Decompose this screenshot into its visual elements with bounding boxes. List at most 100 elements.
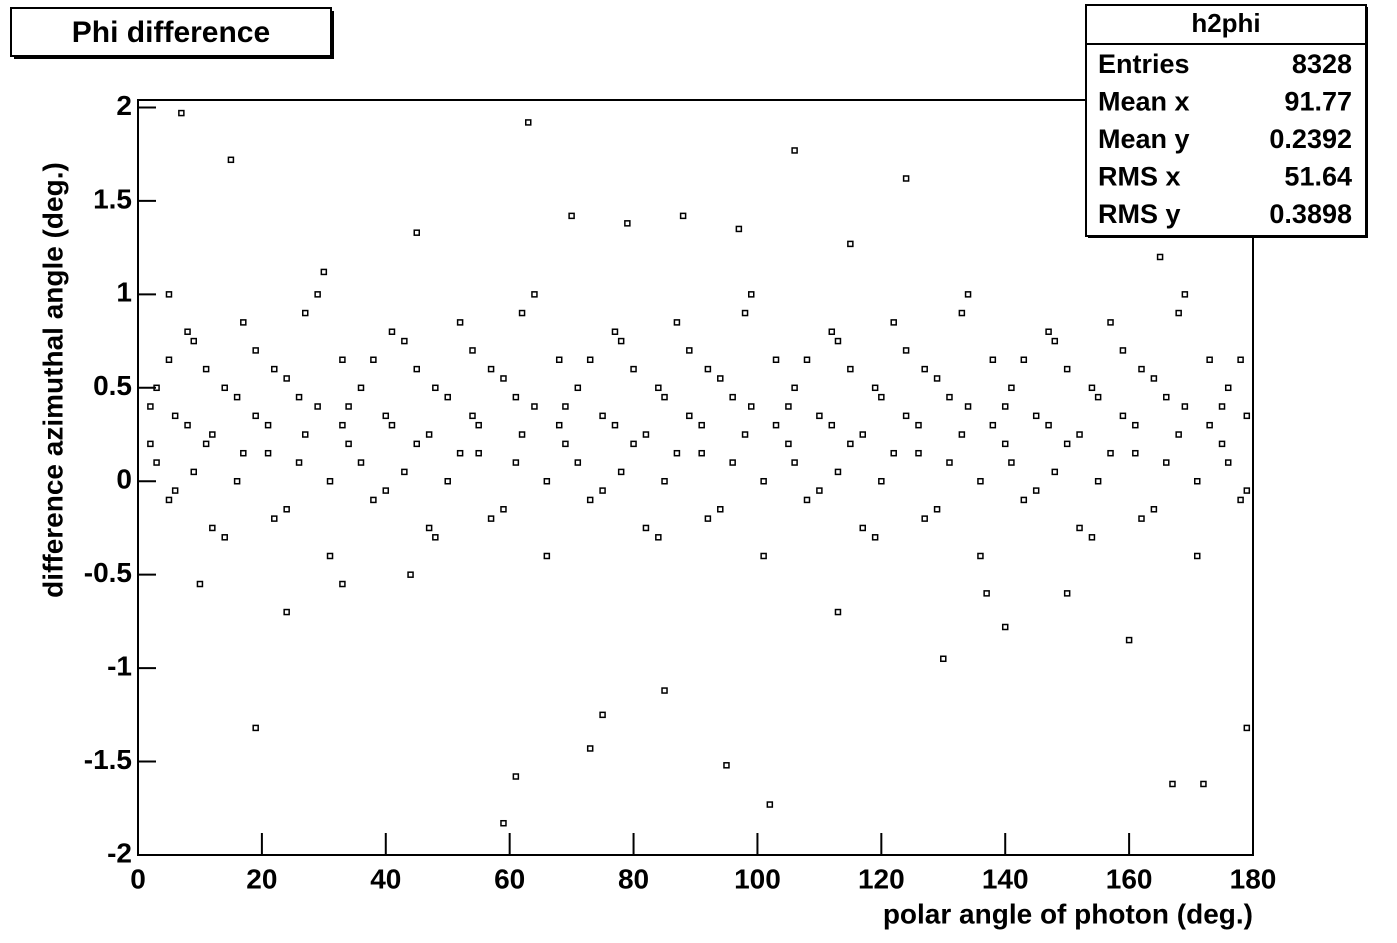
marker [196, 580, 204, 588]
stats-value: 0.3898 [1269, 199, 1352, 229]
stats-rows: Entries 8328 Mean x 91.77 Mean y 0.2392 RMS x 5… [1098, 49, 1352, 229]
x-axis-label: polar angle of photon (deg.) [883, 898, 1253, 929]
marker [221, 534, 228, 541]
marker [624, 220, 631, 227]
marker [209, 431, 216, 438]
marker [729, 393, 736, 401]
marker [890, 319, 897, 326]
marker [574, 459, 582, 466]
marker [1045, 421, 1052, 429]
marker [401, 468, 408, 476]
marker [184, 328, 191, 335]
marker [1181, 291, 1189, 298]
marker [370, 496, 377, 504]
marker [816, 412, 823, 420]
stats-value: 51.64 [1284, 162, 1352, 192]
marker [642, 431, 650, 438]
marker [1001, 403, 1009, 410]
marker [295, 459, 303, 466]
y-tick-label: 1.5 [93, 183, 132, 214]
marker [202, 440, 210, 448]
marker [339, 356, 346, 364]
stats-label: RMS x [1098, 162, 1181, 192]
marker [221, 384, 228, 392]
marker [1032, 412, 1040, 420]
marker [432, 384, 439, 392]
marker [171, 487, 179, 494]
marker [487, 515, 495, 522]
marker [339, 421, 346, 429]
y-tick-label: 0.5 [93, 370, 132, 401]
marker [686, 412, 693, 420]
marker [1094, 393, 1102, 401]
marker [735, 225, 743, 233]
marker [345, 440, 352, 448]
marker [717, 506, 724, 513]
marker [958, 431, 966, 438]
marker [661, 687, 668, 694]
marker [1088, 384, 1096, 392]
marker [878, 477, 885, 485]
stats-value: 91.77 [1284, 87, 1352, 117]
marker [791, 384, 798, 392]
x-tick-label: 60 [494, 863, 525, 894]
marker [741, 431, 749, 438]
marker [1156, 253, 1164, 261]
chart-title: Phi difference [72, 16, 270, 49]
marker [1138, 365, 1145, 373]
marker [785, 440, 792, 448]
marker [847, 440, 854, 448]
marker [233, 393, 241, 401]
marker [741, 309, 749, 317]
marker [314, 291, 321, 298]
marker [271, 365, 278, 373]
marker [370, 356, 377, 364]
marker [704, 365, 712, 373]
stats-label: Mean x [1098, 87, 1190, 117]
marker [655, 384, 662, 392]
marker [946, 393, 953, 401]
marker [772, 421, 780, 429]
marker [512, 459, 520, 466]
marker [562, 403, 569, 410]
y-tick-label: -0.5 [84, 557, 132, 588]
marker [165, 356, 173, 364]
marker [586, 745, 594, 752]
marker [698, 449, 705, 457]
marker [190, 468, 197, 476]
marker [630, 440, 637, 448]
marker [915, 449, 922, 457]
marker [1169, 780, 1176, 788]
marker [202, 365, 210, 373]
markers [147, 109, 1251, 827]
marker [512, 773, 520, 780]
marker [803, 496, 811, 504]
marker [1051, 468, 1059, 476]
marker [295, 393, 303, 401]
x-tick-label: 0 [130, 863, 146, 894]
marker [828, 421, 836, 429]
x-tick-label: 180 [1230, 863, 1277, 894]
y-tick-label: -1 [107, 651, 132, 682]
marker [989, 356, 997, 364]
marker [525, 119, 532, 126]
stats-label: Mean y [1098, 124, 1190, 154]
marker [209, 524, 216, 532]
marker [902, 347, 910, 354]
marker [283, 608, 290, 616]
marker [1150, 375, 1158, 382]
marker [1020, 356, 1028, 364]
stats-label: Entries [1098, 49, 1190, 79]
x-tick-label: 40 [370, 863, 401, 894]
marker [834, 608, 842, 616]
marker [791, 147, 798, 154]
marker [1194, 552, 1201, 560]
marker [1163, 459, 1170, 466]
marker [1107, 319, 1114, 326]
marker [617, 337, 625, 345]
marker [178, 109, 185, 117]
marker [1076, 431, 1083, 438]
x-tick-label: 140 [982, 863, 1029, 894]
marker [487, 365, 495, 373]
